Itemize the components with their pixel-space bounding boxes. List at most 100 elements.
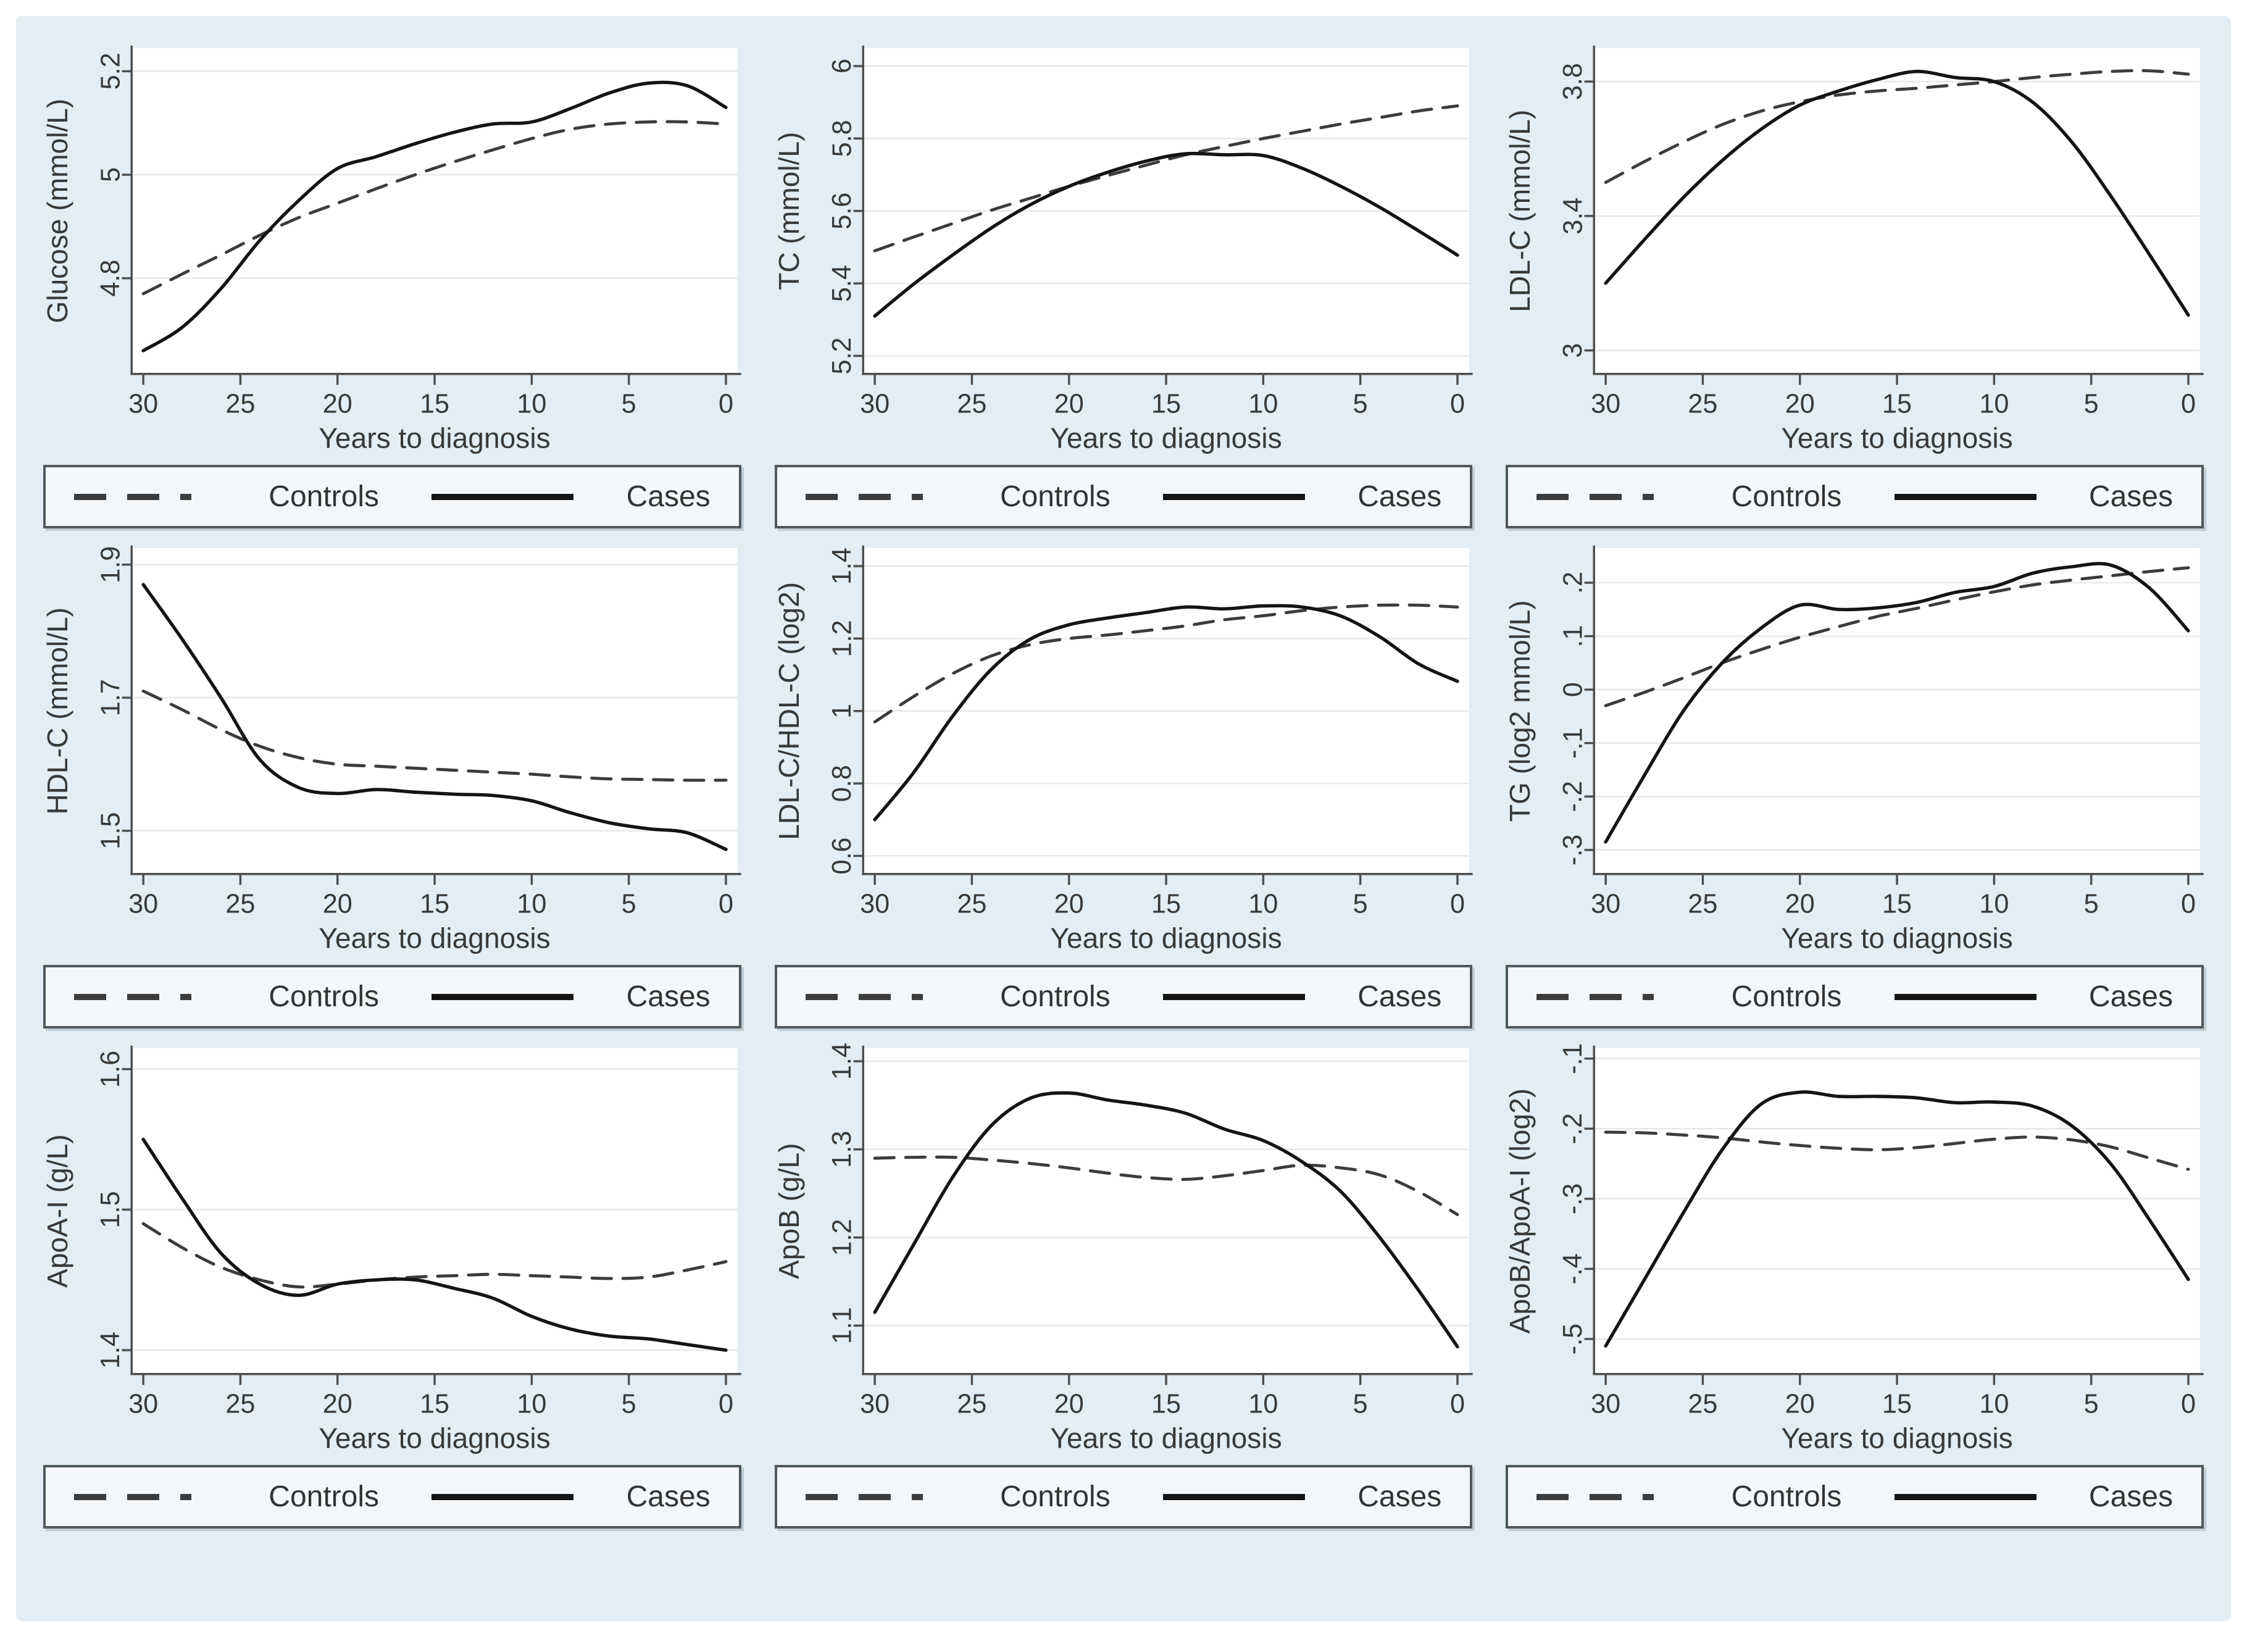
y-tick-label: 5.4	[827, 265, 857, 302]
figure-panel-2: 5.2 5.4 5.6 5.8 6 30 25 20 15 10 5 0 TC (mmol/L) Year…	[772, 37, 1475, 529]
controls-line	[141, 1222, 728, 1289]
legend-cases-label: Cases	[1357, 980, 1442, 1014]
legend-controls-sample	[1536, 493, 1679, 501]
x-tick-label: 25	[1688, 890, 1718, 919]
controls-line	[1604, 69, 2190, 184]
cases-line	[1604, 1090, 2191, 1348]
y-tick-label: 1	[827, 704, 857, 719]
legend-controls-label: Controls	[269, 980, 380, 1014]
x-tick-label: 25	[225, 890, 255, 919]
y-tick-label: -.1	[1559, 728, 1588, 759]
x-tick-label: 0	[1450, 390, 1465, 419]
cases-line	[1604, 70, 2191, 317]
y-tick-label: -.2	[1559, 1113, 1588, 1144]
y-tick-label: 5.8	[827, 120, 857, 157]
x-tick-label: 25	[957, 1390, 986, 1419]
legend-box: Controls Cases	[43, 465, 741, 529]
y-tick-label: 4.8	[96, 260, 125, 297]
plot-area	[1594, 48, 2201, 374]
x-tick-label: 25	[1688, 390, 1718, 419]
x-tick-label: 20	[1054, 1390, 1083, 1419]
x-tick-label: 0	[2181, 390, 2196, 419]
x-tick-label: 5	[2084, 1390, 2099, 1419]
cases-line	[873, 151, 1459, 318]
controls-line	[141, 120, 728, 296]
controls-line	[873, 1156, 1459, 1217]
controls-line	[141, 690, 728, 782]
x-tick-label: 25	[957, 890, 986, 919]
figure-panel-5: 0.6 0.8 1 1.2 1.4 30 25 20 15 10 5 0 LDL-C/HDL-C (lo…	[772, 537, 1475, 1029]
legend-cases-label: Cases	[2088, 980, 2173, 1014]
legend-cases-sample	[1894, 1493, 2036, 1501]
x-tick-label: 10	[1980, 390, 2009, 419]
y-axis-title: HDL-C (mmol/L)	[41, 607, 73, 815]
x-tick-label: 15	[1151, 390, 1181, 419]
legend-box: Controls Cases	[774, 965, 1473, 1029]
y-tick-label: 3.4	[1559, 198, 1588, 235]
x-tick-label: 0	[1450, 890, 1465, 919]
legend-box: Controls Cases	[1506, 465, 2204, 529]
panel-plot-4: 1.5 1.7 1.9 30 25 20 15 10 5 0 HDL-C (mmol/L) Years…	[41, 545, 741, 954]
x-tick-label: 20	[323, 390, 352, 419]
legend-cases-sample	[431, 493, 574, 501]
cases-line	[141, 80, 728, 353]
legend-cases-label: Cases	[1357, 1480, 1442, 1514]
y-tick-label: 1.9	[96, 546, 125, 583]
panel-plot-5: 0.6 0.8 1 1.2 1.4 30 25 20 15 10 5 0 LDL-C/HDL-C (lo…	[773, 545, 1473, 954]
y-axis-title: ApoB (g/L)	[773, 1143, 805, 1280]
x-tick-label: 15	[1882, 890, 1912, 919]
x-tick-label: 15	[420, 1390, 449, 1419]
y-tick-label: 1.2	[827, 620, 857, 657]
y-tick-label: 6	[827, 59, 857, 73]
legend-cases-sample	[1894, 493, 2036, 501]
plot-area	[1594, 548, 2201, 874]
x-tick-label: 0	[719, 1390, 733, 1419]
cases-line	[873, 604, 1459, 822]
figure-panel-3: 3 3.4 3.8 30 25 20 15 10 5 0 LDL-C (mmol/L) Years t…	[1503, 37, 2206, 529]
legend-controls-label: Controls	[269, 1480, 380, 1514]
legend-cases-sample	[1162, 493, 1305, 501]
panel-plot-1: 4.8 5 5.2 30 25 20 15 10 5 0 Glucose (mmol/L) Years…	[41, 45, 741, 454]
x-axis-title: Years to diagnosis	[1050, 1422, 1282, 1454]
legend-box: Controls Cases	[774, 1465, 1473, 1529]
legend-controls-sample	[1536, 1493, 1679, 1501]
x-tick-label: 5	[622, 1390, 636, 1419]
legend-cases-label: Cases	[1357, 480, 1442, 514]
legend-cases-label: Cases	[626, 480, 711, 514]
x-tick-label: 10	[517, 890, 546, 919]
x-tick-label: 15	[420, 890, 449, 919]
controls-line	[1604, 1130, 2190, 1171]
x-tick-label: 25	[957, 390, 986, 419]
legend-controls-sample	[74, 993, 216, 1001]
figure-panel-8: 1.1 1.2 1.3 1.4 30 25 20 15 10 5 0 ApoB (g/L) Years …	[772, 1037, 1475, 1529]
panel-plot-7: 1.4 1.5 1.6 30 25 20 15 10 5 0 ApoA-I (g/L) Years t…	[41, 1045, 741, 1454]
x-tick-label: 10	[517, 1390, 546, 1419]
x-tick-label: 20	[1785, 890, 1815, 919]
y-tick-label: 3.8	[1559, 63, 1588, 100]
legend-cases-label: Cases	[626, 980, 711, 1014]
cases-line	[1604, 562, 2191, 844]
x-tick-label: 0	[719, 890, 733, 919]
x-tick-label: 20	[323, 890, 352, 919]
legend-controls-label: Controls	[1731, 1480, 1842, 1514]
x-tick-label: 10	[517, 390, 546, 419]
y-tick-label: 1.5	[96, 1191, 125, 1229]
y-tick-label: -.4	[1559, 1254, 1588, 1285]
y-tick-label: .1	[1559, 625, 1588, 648]
y-axis-title: TC (mmol/L)	[773, 132, 805, 290]
x-tick-label: 15	[420, 390, 449, 419]
x-tick-label: 30	[1591, 1390, 1620, 1419]
y-tick-label: -.3	[1559, 835, 1588, 866]
y-tick-label: 1.7	[96, 679, 125, 716]
x-tick-label: 5	[1353, 390, 1367, 419]
x-tick-label: 25	[225, 390, 255, 419]
plot-area	[131, 1048, 738, 1375]
x-axis-title: Years to diagnosis	[1050, 422, 1282, 454]
y-axis-title: LDL-C (mmol/L)	[1504, 110, 1536, 312]
panel-plot-8: 1.1 1.2 1.3 1.4 30 25 20 15 10 5 0 ApoB (g/L) Years …	[773, 1043, 1473, 1454]
y-tick-label: -.2	[1559, 781, 1588, 812]
x-tick-label: 20	[1785, 390, 1815, 419]
legend-cases-label: Cases	[2088, 480, 2173, 514]
x-tick-label: 30	[128, 1390, 158, 1419]
legend-cases-label: Cases	[2088, 1480, 2173, 1514]
